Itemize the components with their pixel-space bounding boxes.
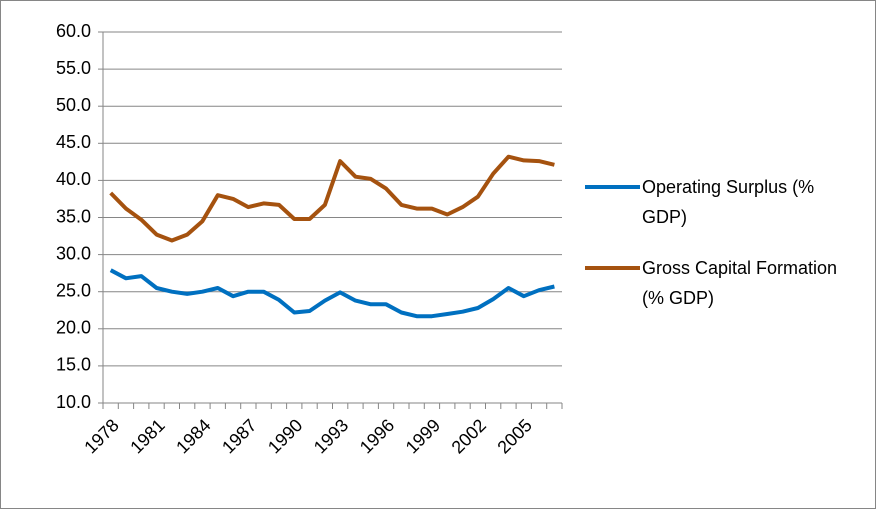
y-tick-label: 55.0 [56,58,91,78]
y-tick-label: 35.0 [56,206,91,226]
y-tick-label: 40.0 [56,169,91,189]
legend-label: Operating Surplus (% GDP) [642,177,815,227]
y-tick-label: 50.0 [56,95,91,115]
series-line [109,268,555,319]
y-tick-label: 45.0 [56,132,91,152]
y-tick-label: 15.0 [56,355,91,375]
y-tick-label: 25.0 [56,280,91,300]
y-tick-label: 10.0 [56,392,91,412]
series-line [109,154,555,243]
y-tick-label: 30.0 [56,243,91,263]
legend-label: Gross Capital Formation (% GDP) [642,258,838,308]
y-tick-label: 20.0 [56,318,91,338]
y-tick-label: 60.0 [56,21,91,41]
